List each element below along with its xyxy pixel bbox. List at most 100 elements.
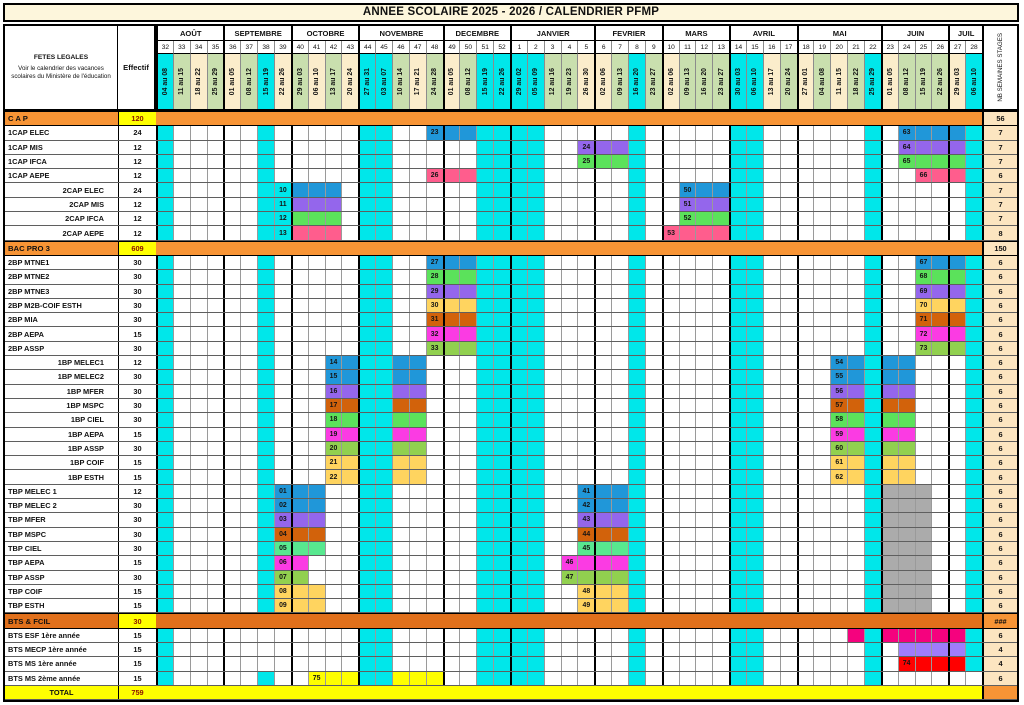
vacation-cell bbox=[628, 599, 645, 613]
week-date-label: 08 au 12 bbox=[464, 67, 472, 96]
week-cell bbox=[931, 584, 948, 599]
week-cell bbox=[206, 284, 224, 298]
vacation-cell bbox=[965, 270, 982, 284]
week-cell bbox=[274, 370, 291, 384]
vacation-cell: 13 bbox=[274, 226, 291, 240]
vacation-cell bbox=[358, 226, 376, 240]
vacation-cell bbox=[746, 470, 763, 484]
week-date-label: 19 au 23 bbox=[565, 67, 573, 96]
stage-cell: 23 bbox=[425, 126, 443, 140]
week-cell bbox=[796, 270, 814, 284]
week-cell bbox=[274, 313, 291, 327]
week-cell bbox=[712, 413, 729, 427]
week-cell bbox=[611, 255, 628, 270]
week-cell bbox=[813, 427, 830, 441]
vacation-cell bbox=[358, 427, 376, 441]
month-label: MAI bbox=[796, 26, 881, 41]
nb-weeks-value: 6 bbox=[982, 270, 1017, 284]
week-cell bbox=[830, 313, 847, 327]
week-cell bbox=[779, 126, 797, 140]
week-number: 1 bbox=[510, 41, 527, 54]
week-cell bbox=[459, 427, 476, 441]
page-title: ANNEE SCOLAIRE 2025 - 2026 / CALENDRIER … bbox=[3, 3, 1019, 22]
vacation-cell bbox=[476, 255, 494, 270]
stage-cell: 75 bbox=[307, 671, 325, 685]
stage-cell bbox=[307, 513, 325, 527]
week-cell bbox=[307, 427, 325, 441]
vacation-cell bbox=[358, 541, 376, 556]
stage-cell bbox=[931, 628, 949, 642]
vacation-cell bbox=[746, 341, 763, 356]
vacation-cell bbox=[358, 499, 376, 513]
vacation-cell bbox=[257, 270, 274, 284]
vacation-cell bbox=[628, 398, 645, 413]
week-cell bbox=[341, 556, 358, 570]
week-dates: 27 au 01 bbox=[796, 54, 814, 109]
week-cell bbox=[830, 255, 847, 270]
class-label: 1BP CIEL bbox=[70, 415, 104, 425]
week-cell bbox=[290, 313, 308, 327]
week-cell bbox=[948, 226, 965, 240]
vacation-cell bbox=[476, 327, 494, 341]
vacation-cell bbox=[729, 657, 746, 671]
week-cell bbox=[594, 169, 611, 183]
week-cell bbox=[240, 255, 257, 270]
class-label: 2BP MIA bbox=[8, 315, 38, 325]
class-row: 2BP AEPA 15 32 72 6 bbox=[5, 327, 1017, 342]
week-cell bbox=[307, 642, 325, 657]
vacation-cell bbox=[257, 441, 274, 456]
week-cell bbox=[661, 126, 679, 140]
stage-cell bbox=[290, 556, 308, 570]
week-cell bbox=[712, 484, 729, 499]
week-cell bbox=[830, 169, 847, 183]
vacation-cell bbox=[965, 599, 982, 613]
vacation-cell bbox=[510, 169, 527, 183]
week-cell bbox=[189, 255, 207, 270]
week-cell bbox=[594, 327, 611, 341]
vacation-cell bbox=[156, 226, 173, 240]
week-number: 52 bbox=[493, 41, 510, 54]
week-cell bbox=[189, 384, 207, 398]
vacation-cell bbox=[628, 413, 645, 427]
vacation-cell bbox=[476, 126, 494, 140]
week-cell bbox=[206, 212, 224, 226]
vacation-cell bbox=[628, 197, 645, 212]
week-cell bbox=[425, 657, 443, 671]
nb-weeks-value: 7 bbox=[982, 212, 1017, 226]
week-cell bbox=[459, 356, 476, 370]
week-cell bbox=[661, 341, 679, 356]
stage-cell: 59 bbox=[830, 427, 848, 441]
vacation-cell bbox=[746, 298, 763, 313]
week-cell bbox=[543, 370, 561, 384]
week-cell bbox=[307, 456, 325, 470]
vacation-cell bbox=[510, 327, 527, 341]
week-cell bbox=[611, 298, 628, 313]
week-cell bbox=[408, 657, 426, 671]
week-cell bbox=[661, 270, 679, 284]
week-cell bbox=[880, 212, 898, 226]
vacation-cell bbox=[493, 226, 510, 240]
week-cell bbox=[594, 126, 611, 140]
vacation-cell bbox=[864, 441, 881, 456]
week-cell bbox=[796, 657, 814, 671]
week-cell bbox=[813, 456, 830, 470]
week-cell bbox=[240, 570, 257, 584]
week-cell bbox=[644, 456, 662, 470]
class-row: 1BP CIEL 30 18 58 6 bbox=[5, 413, 1017, 428]
week-cell bbox=[560, 470, 578, 484]
week-cell bbox=[240, 628, 257, 642]
class-label: 1CAP MIS bbox=[8, 142, 43, 152]
vacation-cell bbox=[156, 370, 173, 384]
stage-cell bbox=[459, 327, 477, 341]
vacation-cell bbox=[257, 169, 274, 183]
week-cell bbox=[594, 284, 611, 298]
stage-cell: 16 bbox=[324, 384, 342, 398]
week-cell bbox=[392, 197, 409, 212]
nb-weeks-value: 4 bbox=[982, 642, 1017, 657]
week-cell bbox=[678, 556, 696, 570]
week-cell bbox=[560, 169, 578, 183]
class-label: TBP MSPC bbox=[8, 529, 47, 539]
week-cell bbox=[223, 126, 240, 140]
vacation-cell bbox=[864, 541, 881, 556]
week-date-label: 20 au 24 bbox=[785, 67, 793, 96]
